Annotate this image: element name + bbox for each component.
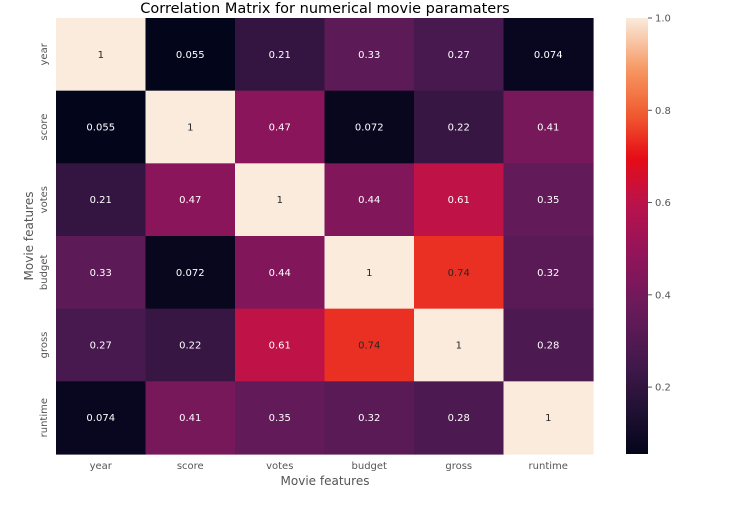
heatmap-cells [56,18,594,455]
heatmap-cell [235,18,326,92]
cell-value-label: 0.74 [448,268,470,279]
chart-title: Correlation Matrix for numerical movie p… [140,1,510,17]
colorbar-gradient [626,18,648,454]
heatmap-cell [145,381,236,455]
cell-value-label: 0.072 [176,268,205,279]
cell-value-label: 0.21 [90,195,112,206]
colorbar-tick-label: 0.2 [655,383,671,394]
heatmap-cell [414,308,505,382]
colorbar-tick-label: 0.4 [655,290,671,301]
heatmap-cell [56,236,147,310]
colorbar-tick-label: 0.6 [655,198,671,209]
cell-value-label: 0.74 [358,341,380,352]
heatmap-cell [503,163,594,237]
cell-value-label: 0.28 [448,413,470,424]
heatmap-cell [235,308,326,382]
cell-value-label: 0.35 [269,413,291,424]
colorbar: 0.2 0.4 0.6 0.8 1.0 [626,14,671,454]
heatmap-cell [503,18,594,92]
cell-value-label: 1 [456,341,462,352]
cell-value-label: 0.44 [358,195,380,206]
y-tick-label: gross [39,332,50,359]
heatmap-cell [324,90,415,164]
cell-value-label: 0.33 [90,268,112,279]
cell-value-label: 0.055 [176,50,205,61]
y-tick-labels: year score votes budget gross runtime [39,42,50,437]
y-tick-label: budget [39,255,50,291]
cell-value-label: 0.47 [269,123,291,134]
heatmap-cell [324,308,415,382]
x-tick-label: budget [352,461,388,472]
colorbar-tick-label: 1.0 [655,14,671,25]
cell-value-label: 0.22 [179,341,201,352]
y-tick-label: year [39,42,50,65]
cell-value-label: 0.33 [358,50,380,61]
cell-value-label: 1 [277,195,283,206]
heatmap-cell [414,90,505,164]
y-tick-label: runtime [39,398,50,437]
y-tick-label: votes [39,186,50,213]
cell-value-label: 0.61 [269,341,291,352]
cell-value-label: 0.27 [90,341,112,352]
cell-value-labels: 1 0.055 0.21 0.33 0.27 0.074 0.055 1 0.47 0.072 0.… [86,50,562,424]
x-axis-label: Movie features [281,474,370,488]
cell-value-label: 0.055 [86,123,115,134]
x-tick-label: score [177,461,204,472]
heatmap-cell [145,18,236,92]
cell-value-label: 0.41 [179,413,201,424]
x-tick-label: year [90,461,113,472]
heatmap-cell [145,90,236,164]
x-tick-label: gross [445,461,472,472]
cell-value-label: 0.28 [537,341,559,352]
heatmap-cell [145,163,236,237]
cell-value-label: 0.22 [448,123,470,134]
cell-value-label: 1 [187,123,193,134]
heatmap-cell [503,308,594,382]
x-tick-labels: year score votes budget gross runtime [90,461,568,472]
heatmap-cell [235,236,326,310]
x-tick-label: runtime [529,461,568,472]
heatmap-cell [414,381,505,455]
cell-value-label: 1 [98,50,104,61]
cell-value-label: 0.074 [534,50,563,61]
cell-value-label: 0.47 [179,195,201,206]
heatmap-cell [503,381,594,455]
cell-value-label: 0.35 [537,195,559,206]
heatmap-cell [235,90,326,164]
heatmap-cell [56,381,147,455]
cell-value-label: 0.61 [448,195,470,206]
cell-value-label: 0.41 [537,123,559,134]
cell-value-label: 0.072 [355,123,384,134]
heatmap-cell [145,308,236,382]
y-axis-label: Movie features [22,192,36,281]
heatmap-cell [56,163,147,237]
heatmap-cell [56,18,147,92]
heatmap-cell [56,308,147,382]
cell-value-label: 0.074 [86,413,115,424]
heatmap-cell [235,163,326,237]
y-tick-label: score [39,114,50,141]
heatmap-cell [235,381,326,455]
heatmap-cell [145,236,236,310]
cell-value-label: 0.27 [448,50,470,61]
cell-value-label: 0.32 [537,268,559,279]
heatmap-cell [503,236,594,310]
heatmap-cell [324,18,415,92]
cell-value-label: 1 [545,413,551,424]
cell-value-label: 0.44 [269,268,291,279]
cell-value-label: 0.21 [269,50,291,61]
heatmap-cell [324,163,415,237]
heatmap-cell [414,18,505,92]
heatmap-cell [324,236,415,310]
heatmap-cell [414,236,505,310]
cell-value-label: 1 [366,268,372,279]
colorbar-tick-label: 0.8 [655,106,671,117]
heatmap-cell [324,381,415,455]
cell-value-label: 0.32 [358,413,380,424]
heatmap-cell [503,90,594,164]
heatmap-cell [414,163,505,237]
heatmap-cell [56,90,147,164]
x-tick-label: votes [266,461,293,472]
